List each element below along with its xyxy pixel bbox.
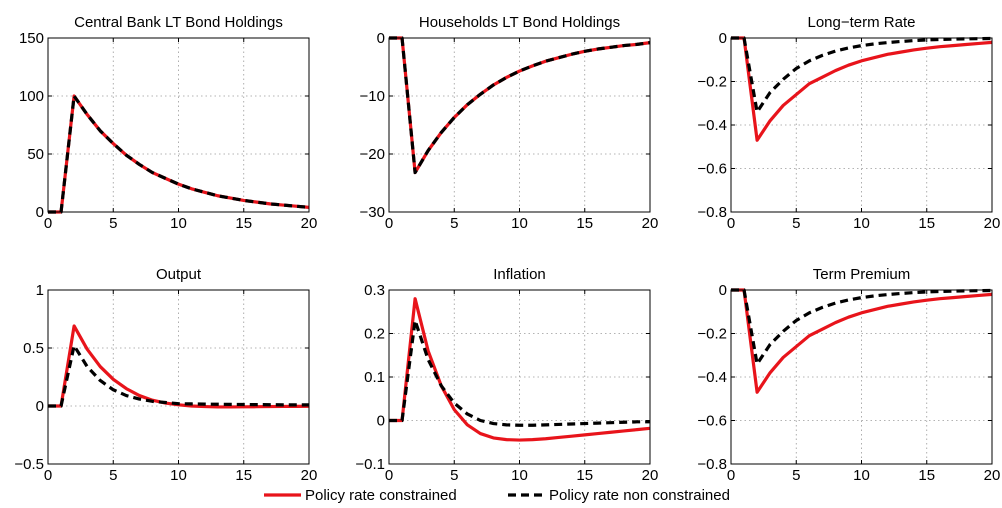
y-tick-label: −0.2 [697, 74, 727, 91]
x-tick-label: 15 [235, 467, 252, 484]
panel-1: 0 5 10 15 20 0 50 100 150 Central Bank LT Bond Ho… [19, 14, 317, 232]
x-tick-label: 10 [853, 467, 870, 484]
x-tick-label: 0 [44, 215, 52, 232]
y-tick-label: −0.4 [697, 117, 727, 134]
y-tick-label: 0.3 [364, 282, 385, 299]
x-tick-label: 15 [918, 467, 935, 484]
x-tick-label: 0 [44, 467, 52, 484]
y-tick-label: 100 [19, 88, 44, 105]
x-tick-label: 10 [511, 215, 528, 232]
y-tick-label: −0.5 [14, 456, 44, 473]
y-tick-label: −0.2 [697, 326, 727, 343]
x-tick-label: 15 [235, 215, 252, 232]
series-line-non-constrained [48, 344, 309, 408]
y-tick-label: −0.1 [355, 456, 385, 473]
series-line-constrained [731, 288, 993, 394]
panel-3: 0 5 10 15 20 −0.8 −0.6 −0.4 −0.2 0 Long−term Rate [697, 14, 1000, 232]
x-tick-label: 5 [109, 215, 117, 232]
y-tick-label: 0 [719, 30, 727, 47]
y-tick-label: 0 [377, 413, 385, 430]
y-tick-label: 0 [719, 282, 727, 299]
x-tick-label: 0 [385, 215, 393, 232]
x-tick-label: 15 [918, 215, 935, 232]
x-tick-label: 10 [511, 467, 528, 484]
y-tick-label: 0.5 [23, 340, 44, 357]
x-tick-label: 20 [984, 215, 1001, 232]
x-tick-label: 20 [984, 467, 1001, 484]
y-tick-label: 50 [27, 146, 44, 163]
x-tick-label: 5 [109, 467, 117, 484]
y-tick-label: −10 [360, 88, 385, 105]
y-tick-label: −20 [360, 146, 385, 163]
panel-title: Inflation [493, 266, 546, 283]
panel-title: Output [156, 266, 202, 283]
y-tick-label: −0.6 [697, 413, 727, 430]
series-line-constrained [731, 36, 993, 142]
y-tick-label: −0.8 [697, 204, 727, 221]
y-tick-label: −30 [360, 204, 385, 221]
panel-title: Long−term Rate [808, 14, 916, 31]
panel-title: Term Premium [813, 266, 911, 283]
y-tick-label: −0.4 [697, 369, 727, 386]
x-tick-label: 20 [301, 467, 318, 484]
x-tick-label: 20 [301, 215, 318, 232]
x-tick-label: 10 [853, 215, 870, 232]
legend-label-non-constrained: Policy rate non constrained [549, 487, 730, 504]
x-tick-label: 20 [642, 467, 659, 484]
y-tick-label: 0.2 [364, 326, 385, 343]
y-tick-label: 0 [36, 398, 44, 415]
y-tick-label: 1 [36, 282, 44, 299]
x-tick-label: 5 [792, 215, 800, 232]
panel-title: Households LT Bond Holdings [419, 14, 620, 31]
x-tick-label: 5 [450, 215, 458, 232]
series-line-non-constrained [48, 94, 310, 214]
x-tick-label: 20 [642, 215, 659, 232]
series-line-constrained [389, 297, 651, 442]
x-tick-label: 5 [450, 467, 458, 484]
x-tick-label: 0 [727, 215, 735, 232]
x-tick-label: 0 [385, 467, 393, 484]
legend: Policy rate constrained Policy rate non … [264, 487, 730, 504]
y-tick-label: 0.1 [364, 369, 385, 386]
y-tick-label: −0.8 [697, 456, 727, 473]
panel-6: 0 5 10 15 20 −0.8 −0.6 −0.4 −0.2 0 Term Premium [697, 266, 1000, 484]
panel-title: Central Bank LT Bond Holdings [74, 14, 283, 31]
x-tick-label: 15 [576, 215, 593, 232]
legend-label-constrained: Policy rate constrained [305, 487, 457, 504]
series-line-non-constrained [731, 36, 993, 114]
y-tick-label: 0 [377, 30, 385, 47]
series-line-constrained [389, 36, 651, 175]
y-tick-label: 150 [19, 30, 44, 47]
x-tick-label: 10 [170, 215, 187, 232]
x-tick-label: 10 [170, 467, 187, 484]
series-line-non-constrained [389, 318, 650, 427]
x-tick-label: 5 [792, 467, 800, 484]
x-tick-label: 0 [727, 467, 735, 484]
series-line-non-constrained [731, 288, 993, 366]
y-tick-label: 0 [36, 204, 44, 221]
y-tick-label: −0.6 [697, 161, 727, 178]
panel-2: 0 5 10 15 20 −30 −20 −10 0 Households LT Bond Hol… [360, 14, 659, 232]
x-tick-label: 15 [576, 467, 593, 484]
